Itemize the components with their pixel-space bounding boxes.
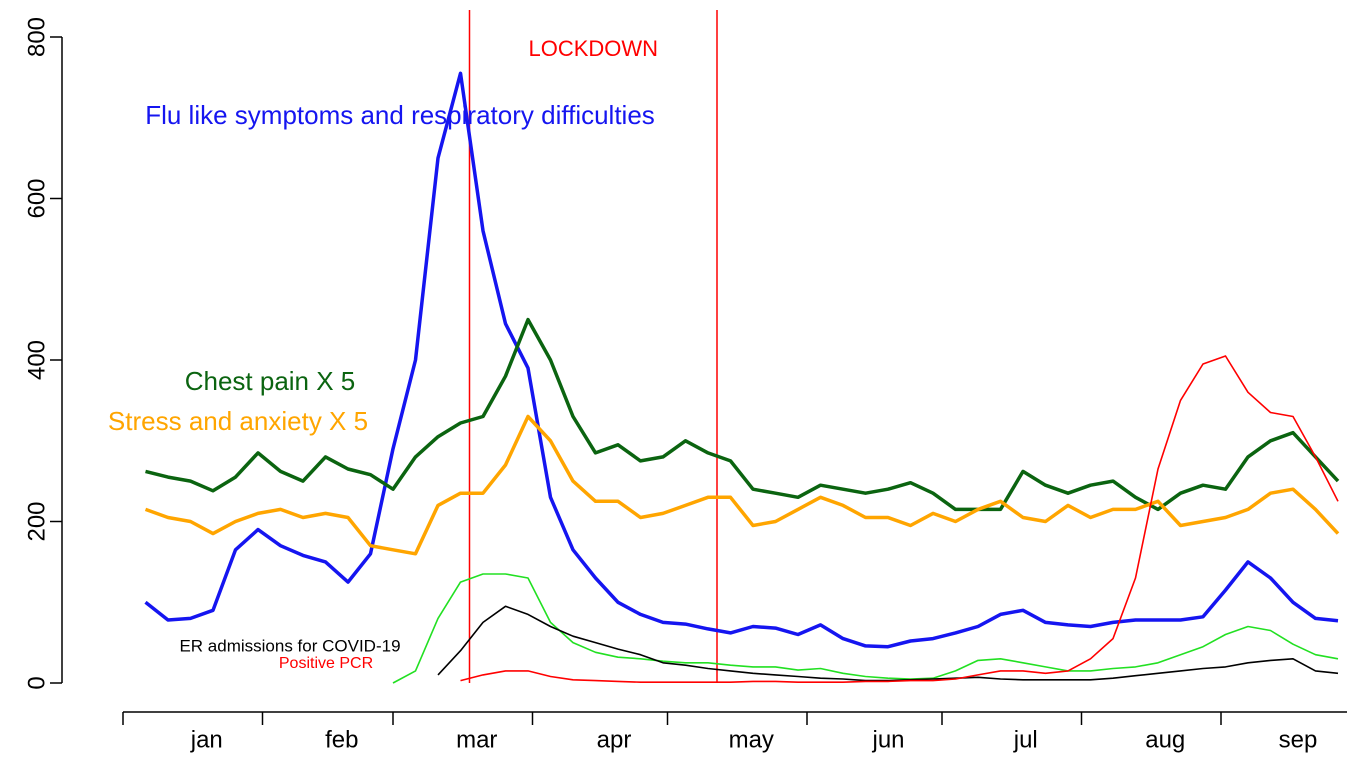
series-label: Positive PCR — [279, 655, 373, 672]
series-label: Chest pain X 5 — [185, 366, 356, 396]
series-line — [460, 355, 1339, 683]
x-tick-label: sep — [1279, 726, 1318, 753]
series-label: Flu like symptoms and respiratory diffic… — [145, 100, 655, 130]
x-tick-label: apr — [597, 726, 632, 753]
lockdown-label: LOCKDOWN — [528, 36, 658, 61]
x-tick-label: may — [729, 726, 774, 753]
y-tick-label: 200 — [23, 501, 50, 541]
x-tick-label: aug — [1145, 726, 1185, 753]
x-tick-label: jan — [190, 726, 223, 753]
series-label: Stress and anxiety X 5 — [108, 406, 368, 436]
x-tick-label: mar — [456, 726, 497, 753]
y-tick-label: 0 — [23, 676, 50, 689]
series-label: ER admissions for COVID-19 — [179, 636, 400, 655]
x-tick-label: jul — [1013, 726, 1038, 753]
series-line — [144, 71, 1339, 649]
series-line — [392, 573, 1339, 684]
series-line — [145, 317, 1340, 512]
y-tick-label: 400 — [23, 340, 50, 380]
x-tick-label: jun — [871, 726, 904, 753]
x-tick-label: feb — [325, 726, 358, 753]
y-tick-label: 800 — [23, 17, 50, 57]
series-line — [144, 414, 1340, 556]
y-tick-label: 600 — [23, 178, 50, 218]
